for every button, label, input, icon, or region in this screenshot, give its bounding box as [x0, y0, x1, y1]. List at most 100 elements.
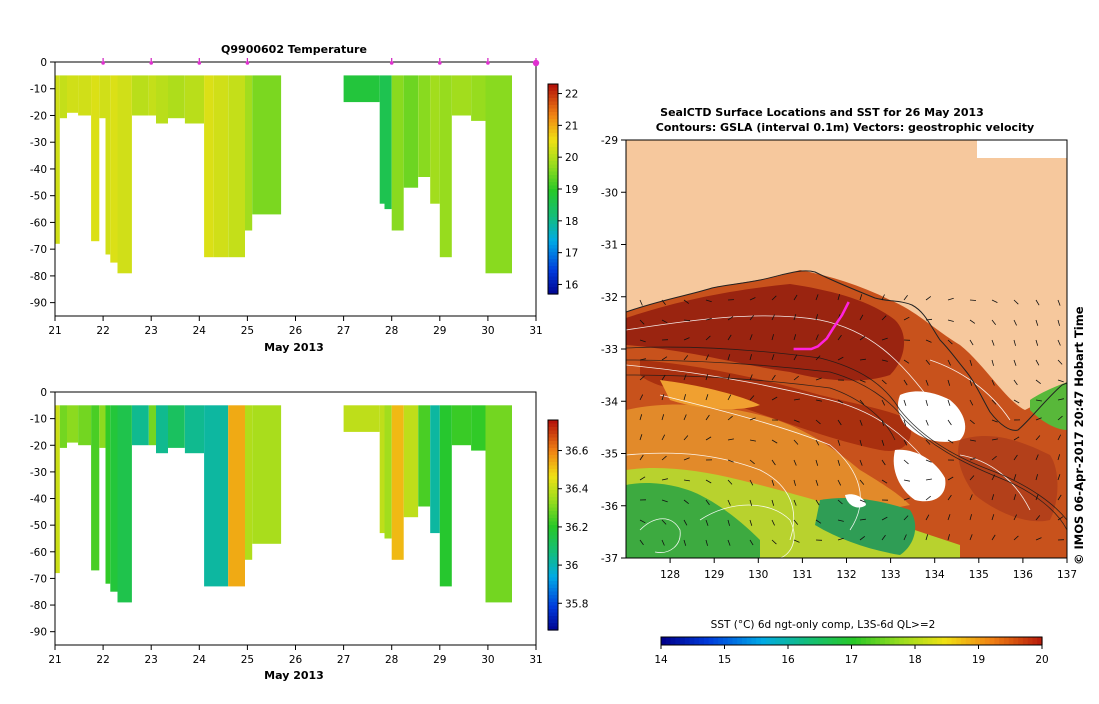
salinity-colorbar-segment: [548, 462, 558, 466]
sst-colorbar-segment: [751, 637, 756, 645]
salinity-colorbar-segment: [548, 546, 558, 550]
salinity-profile-column: [91, 405, 99, 570]
salinity-colorbar-tick-label: 36.2: [565, 522, 588, 534]
temperature-colorbar-segment: [548, 256, 558, 260]
temperature-colorbar-segment: [548, 224, 558, 228]
salinity-x-tick-label: 22: [96, 654, 109, 666]
map-lat-tick-label: -29: [601, 135, 618, 147]
temperature-colorbar-segment: [548, 284, 558, 288]
sst-colorbar-segment: [766, 637, 771, 645]
sst-colorbar-segment: [918, 637, 923, 645]
temperature-profile-column: [67, 75, 78, 112]
salinity-colorbar-segment: [548, 466, 558, 470]
temperature-colorbar-segment: [548, 200, 558, 204]
salinity-x-label: May 2013: [264, 669, 324, 682]
temperature-profile-column: [149, 75, 156, 115]
land-mask-gap: [977, 140, 1067, 158]
temperature-colorbar-segment: [548, 172, 558, 176]
salinity-colorbar-segment: [548, 518, 558, 522]
sst-colorbar-segment: [985, 637, 990, 645]
sst-colorbar-segment: [742, 637, 747, 645]
temperature-colorbar-segment: [548, 273, 558, 277]
sst-colorbar-segment: [747, 637, 752, 645]
map-lon-tick-label: 134: [925, 569, 945, 581]
salinity-x-tick-label: 24: [193, 654, 207, 666]
sst-colorbar-segment: [790, 637, 795, 645]
salinity-colorbar-segment: [548, 588, 558, 592]
salinity-colorbar-segment: [548, 585, 558, 589]
salinity-profiles: [55, 405, 512, 602]
temperature-colorbar-segment: [548, 95, 558, 99]
temperature-colorbar-segment: [548, 193, 558, 197]
temperature-x-tick-label: 28: [385, 325, 398, 337]
temperature-profile-column: [430, 75, 440, 203]
sst-colorbar-segment: [685, 637, 690, 645]
map-subtitle: Contours: GSLA (interval 0.1m) Vectors: …: [656, 121, 1034, 134]
temperature-colorbar-segment: [548, 140, 558, 144]
salinity-colorbar-segment: [548, 553, 558, 557]
temperature-x-tick-label: 29: [433, 325, 446, 337]
map-lat-tick-label: -33: [601, 344, 618, 356]
imos-timestamp: © IMOS 06-Apr-2017 20:47 Hobart Time: [1072, 306, 1086, 565]
temperature-colorbar-segment: [548, 242, 558, 246]
temperature-profile-column: [392, 75, 404, 230]
temperature-y-tick-label: -10: [30, 84, 47, 96]
temperature-colorbar-tick-label: 22: [565, 89, 578, 101]
temperature-colorbar-tick-label: 20: [565, 152, 578, 164]
profile-marker: [198, 61, 202, 65]
map-latitude-axis: -29-30-31-32-33-34-35-36-37: [601, 135, 626, 565]
sst-colorbar-segment: [1018, 637, 1023, 645]
sst-colorbar-segment: [1032, 637, 1037, 645]
map-lon-tick-label: 136: [1013, 569, 1033, 581]
sst-colorbar-segment: [885, 637, 890, 645]
salinity-profile-column: [185, 405, 204, 453]
temperature-profile-column: [60, 75, 67, 118]
temperature-x-tick-label: 23: [145, 325, 158, 337]
temperature-profile-column: [156, 75, 168, 123]
temperature-profile-column: [385, 75, 392, 209]
temperature-x-tick-label: 22: [96, 325, 109, 337]
sst-colorbar-segment: [847, 637, 852, 645]
temperature-profile-column: [204, 75, 214, 257]
temperature-colorbar-segment: [548, 280, 558, 284]
temperature-colorbar-segment: [548, 221, 558, 225]
sst-colorbar-segment: [932, 637, 937, 645]
salinity-x-tick-label: 29: [433, 654, 446, 666]
sst-colorbar-segment: [809, 637, 814, 645]
temperature-colorbar-segment: [548, 165, 558, 169]
sst-colorbar-segment: [713, 637, 718, 645]
salinity-y-tick-label: 0: [40, 387, 47, 399]
salinity-colorbar-segment: [548, 441, 558, 445]
map-lat-tick-label: -34: [601, 396, 618, 408]
sst-colorbar-segment: [871, 637, 876, 645]
map-lon-tick-label: 129: [704, 569, 724, 581]
temperature-colorbar-segment: [548, 231, 558, 235]
temperature-profile-column: [78, 75, 91, 115]
salinity-profile-column: [99, 405, 105, 448]
salinity-colorbar-segment: [548, 616, 558, 620]
map-lon-tick-label: 130: [748, 569, 768, 581]
sst-colorbar-segment: [837, 637, 842, 645]
temperature-colorbar-segment: [548, 98, 558, 102]
velocity-arrow: [970, 300, 976, 301]
salinity-y-tick-label: -20: [30, 440, 47, 452]
salinity-colorbar-tick-label: 36.4: [565, 484, 589, 496]
sst-colorbar-segment: [928, 637, 933, 645]
salinity-profile-column: [149, 405, 156, 445]
sst-colorbar-segment: [861, 637, 866, 645]
salinity-colorbar-segment: [548, 494, 558, 498]
salinity-y-tick-label: -30: [30, 467, 47, 479]
sst-colorbar-segment: [980, 637, 985, 645]
temperature-y-tick-label: -70: [30, 244, 47, 256]
sst-colorbar-segment: [756, 637, 761, 645]
salinity-y-tick-label: -70: [30, 573, 47, 585]
temperature-colorbar-segment: [548, 207, 558, 211]
sst-colorbar-segment: [923, 637, 928, 645]
salinity-x-tick-label: 23: [145, 654, 158, 666]
salinity-colorbar-segment: [548, 529, 558, 533]
salinity-profile-column: [471, 405, 485, 450]
sst-colorbar-segment: [804, 637, 809, 645]
map-lon-tick-label: 132: [836, 569, 856, 581]
salinity-x-tick-label: 25: [241, 654, 254, 666]
salinity-profile-column: [252, 405, 281, 544]
